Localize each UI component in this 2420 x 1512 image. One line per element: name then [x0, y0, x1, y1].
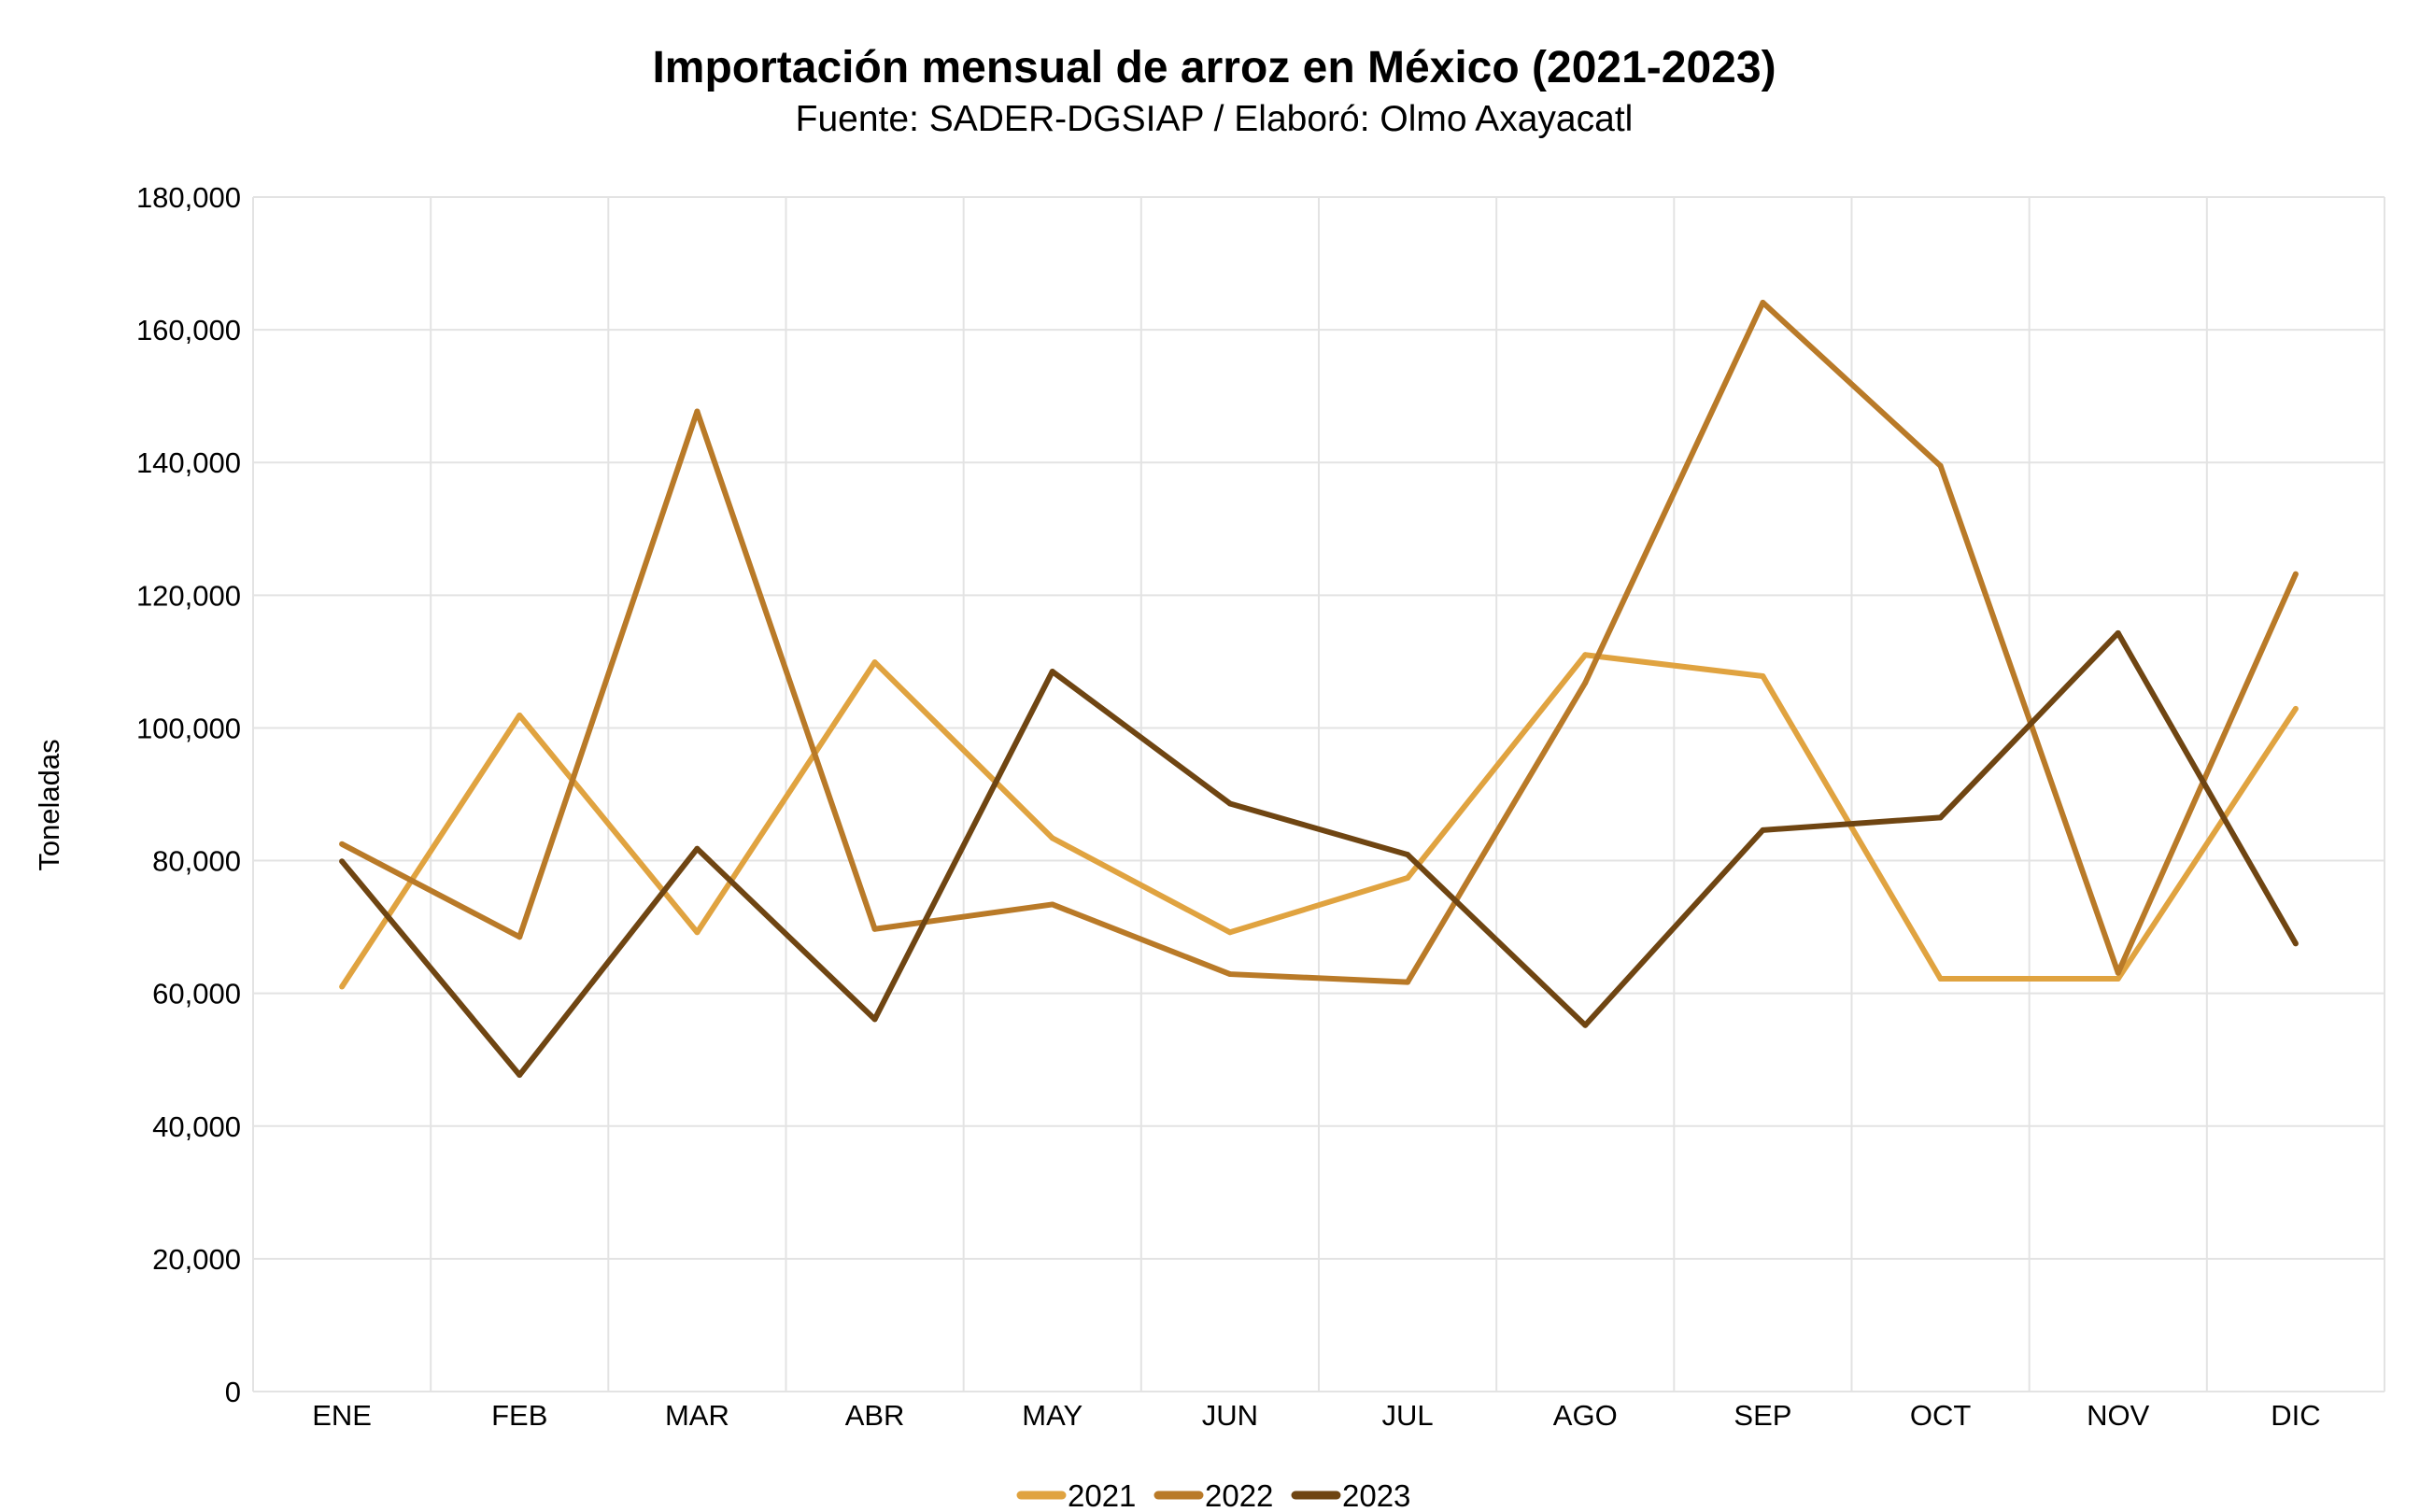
series-line-2021 [339, 652, 2299, 989]
series-line-2023 [339, 629, 2299, 1079]
data-point-2023 [1226, 800, 1233, 807]
data-point-2023 [1760, 827, 1766, 833]
data-point-2021 [871, 659, 878, 666]
y-tick-label: 40,000 [152, 1110, 241, 1143]
y-tick-label: 80,000 [152, 845, 241, 878]
x-tick-label: FEB [491, 1399, 547, 1432]
data-point-2021 [517, 712, 523, 718]
data-point-2022 [1937, 462, 1944, 469]
data-point-2021 [1226, 929, 1233, 936]
x-tick-label: OCT [1910, 1399, 1972, 1432]
y-tick-label: 140,000 [136, 446, 241, 479]
data-point-2021 [1760, 673, 1766, 680]
data-point-2021 [694, 929, 701, 936]
y-axis-label: Toneladas [33, 739, 65, 870]
data-point-2021 [339, 983, 346, 990]
data-point-2023 [1405, 852, 1411, 858]
x-tick-label: JUN [1202, 1399, 1258, 1432]
y-tick-label: 20,000 [152, 1243, 241, 1276]
y-tick-label: 120,000 [136, 579, 241, 612]
legend-label: 2022 [1205, 1478, 1273, 1512]
y-tick-label: 180,000 [136, 181, 241, 214]
x-tick-label: ABR [845, 1399, 905, 1432]
data-point-2023 [1937, 814, 1944, 821]
x-tick-label: SEP [1734, 1399, 1791, 1432]
y-tick-label: 0 [225, 1376, 241, 1408]
data-point-2023 [339, 858, 346, 865]
data-point-2022 [694, 408, 701, 415]
data-point-2022 [517, 934, 523, 940]
x-tick-label: ENE [312, 1399, 372, 1432]
data-point-2021 [1582, 652, 1589, 658]
y-tick-label: 60,000 [152, 978, 241, 1010]
data-point-2022 [871, 926, 878, 932]
data-point-2023 [694, 845, 701, 852]
data-point-2023 [2115, 629, 2121, 636]
data-point-2022 [1049, 901, 1055, 908]
y-tick-label: 100,000 [136, 712, 241, 744]
data-point-2021 [1049, 835, 1055, 841]
data-point-2021 [2292, 705, 2299, 712]
x-tick-label: JUL [1382, 1399, 1434, 1432]
data-point-2023 [517, 1072, 523, 1079]
data-point-2021 [1937, 976, 1944, 982]
legend-label: 2021 [1068, 1478, 1136, 1512]
data-point-2021 [2115, 976, 2121, 982]
data-point-2022 [2115, 969, 2121, 976]
data-point-2023 [1582, 1022, 1589, 1028]
data-point-2023 [2292, 940, 2299, 947]
data-point-2021 [1405, 875, 1411, 882]
series-line-2022 [340, 299, 2299, 985]
data-point-2022 [339, 841, 346, 847]
data-point-2022 [2292, 571, 2299, 577]
x-tick-label: MAY [1022, 1399, 1083, 1432]
chart-subtitle: Fuente: SADER-DGSIAP / Elaboró: Olmo Axa… [796, 99, 1634, 139]
legend-label: 2023 [1342, 1478, 1410, 1512]
data-point-2022 [1760, 299, 1766, 305]
x-tick-label: MAR [665, 1399, 729, 1432]
x-tick-label: NOV [2087, 1399, 2150, 1432]
x-tick-label: AGO [1553, 1399, 1618, 1432]
data-point-2023 [1049, 669, 1055, 675]
data-point-2022 [1582, 680, 1589, 686]
data-point-2022 [1405, 979, 1411, 985]
x-tick-label: DIC [2271, 1399, 2320, 1432]
data-point-2023 [871, 1016, 878, 1023]
chart-title: Importación mensual de arroz en México (… [652, 43, 1776, 92]
y-tick-label: 160,000 [136, 314, 241, 346]
data-point-2022 [1226, 971, 1233, 978]
